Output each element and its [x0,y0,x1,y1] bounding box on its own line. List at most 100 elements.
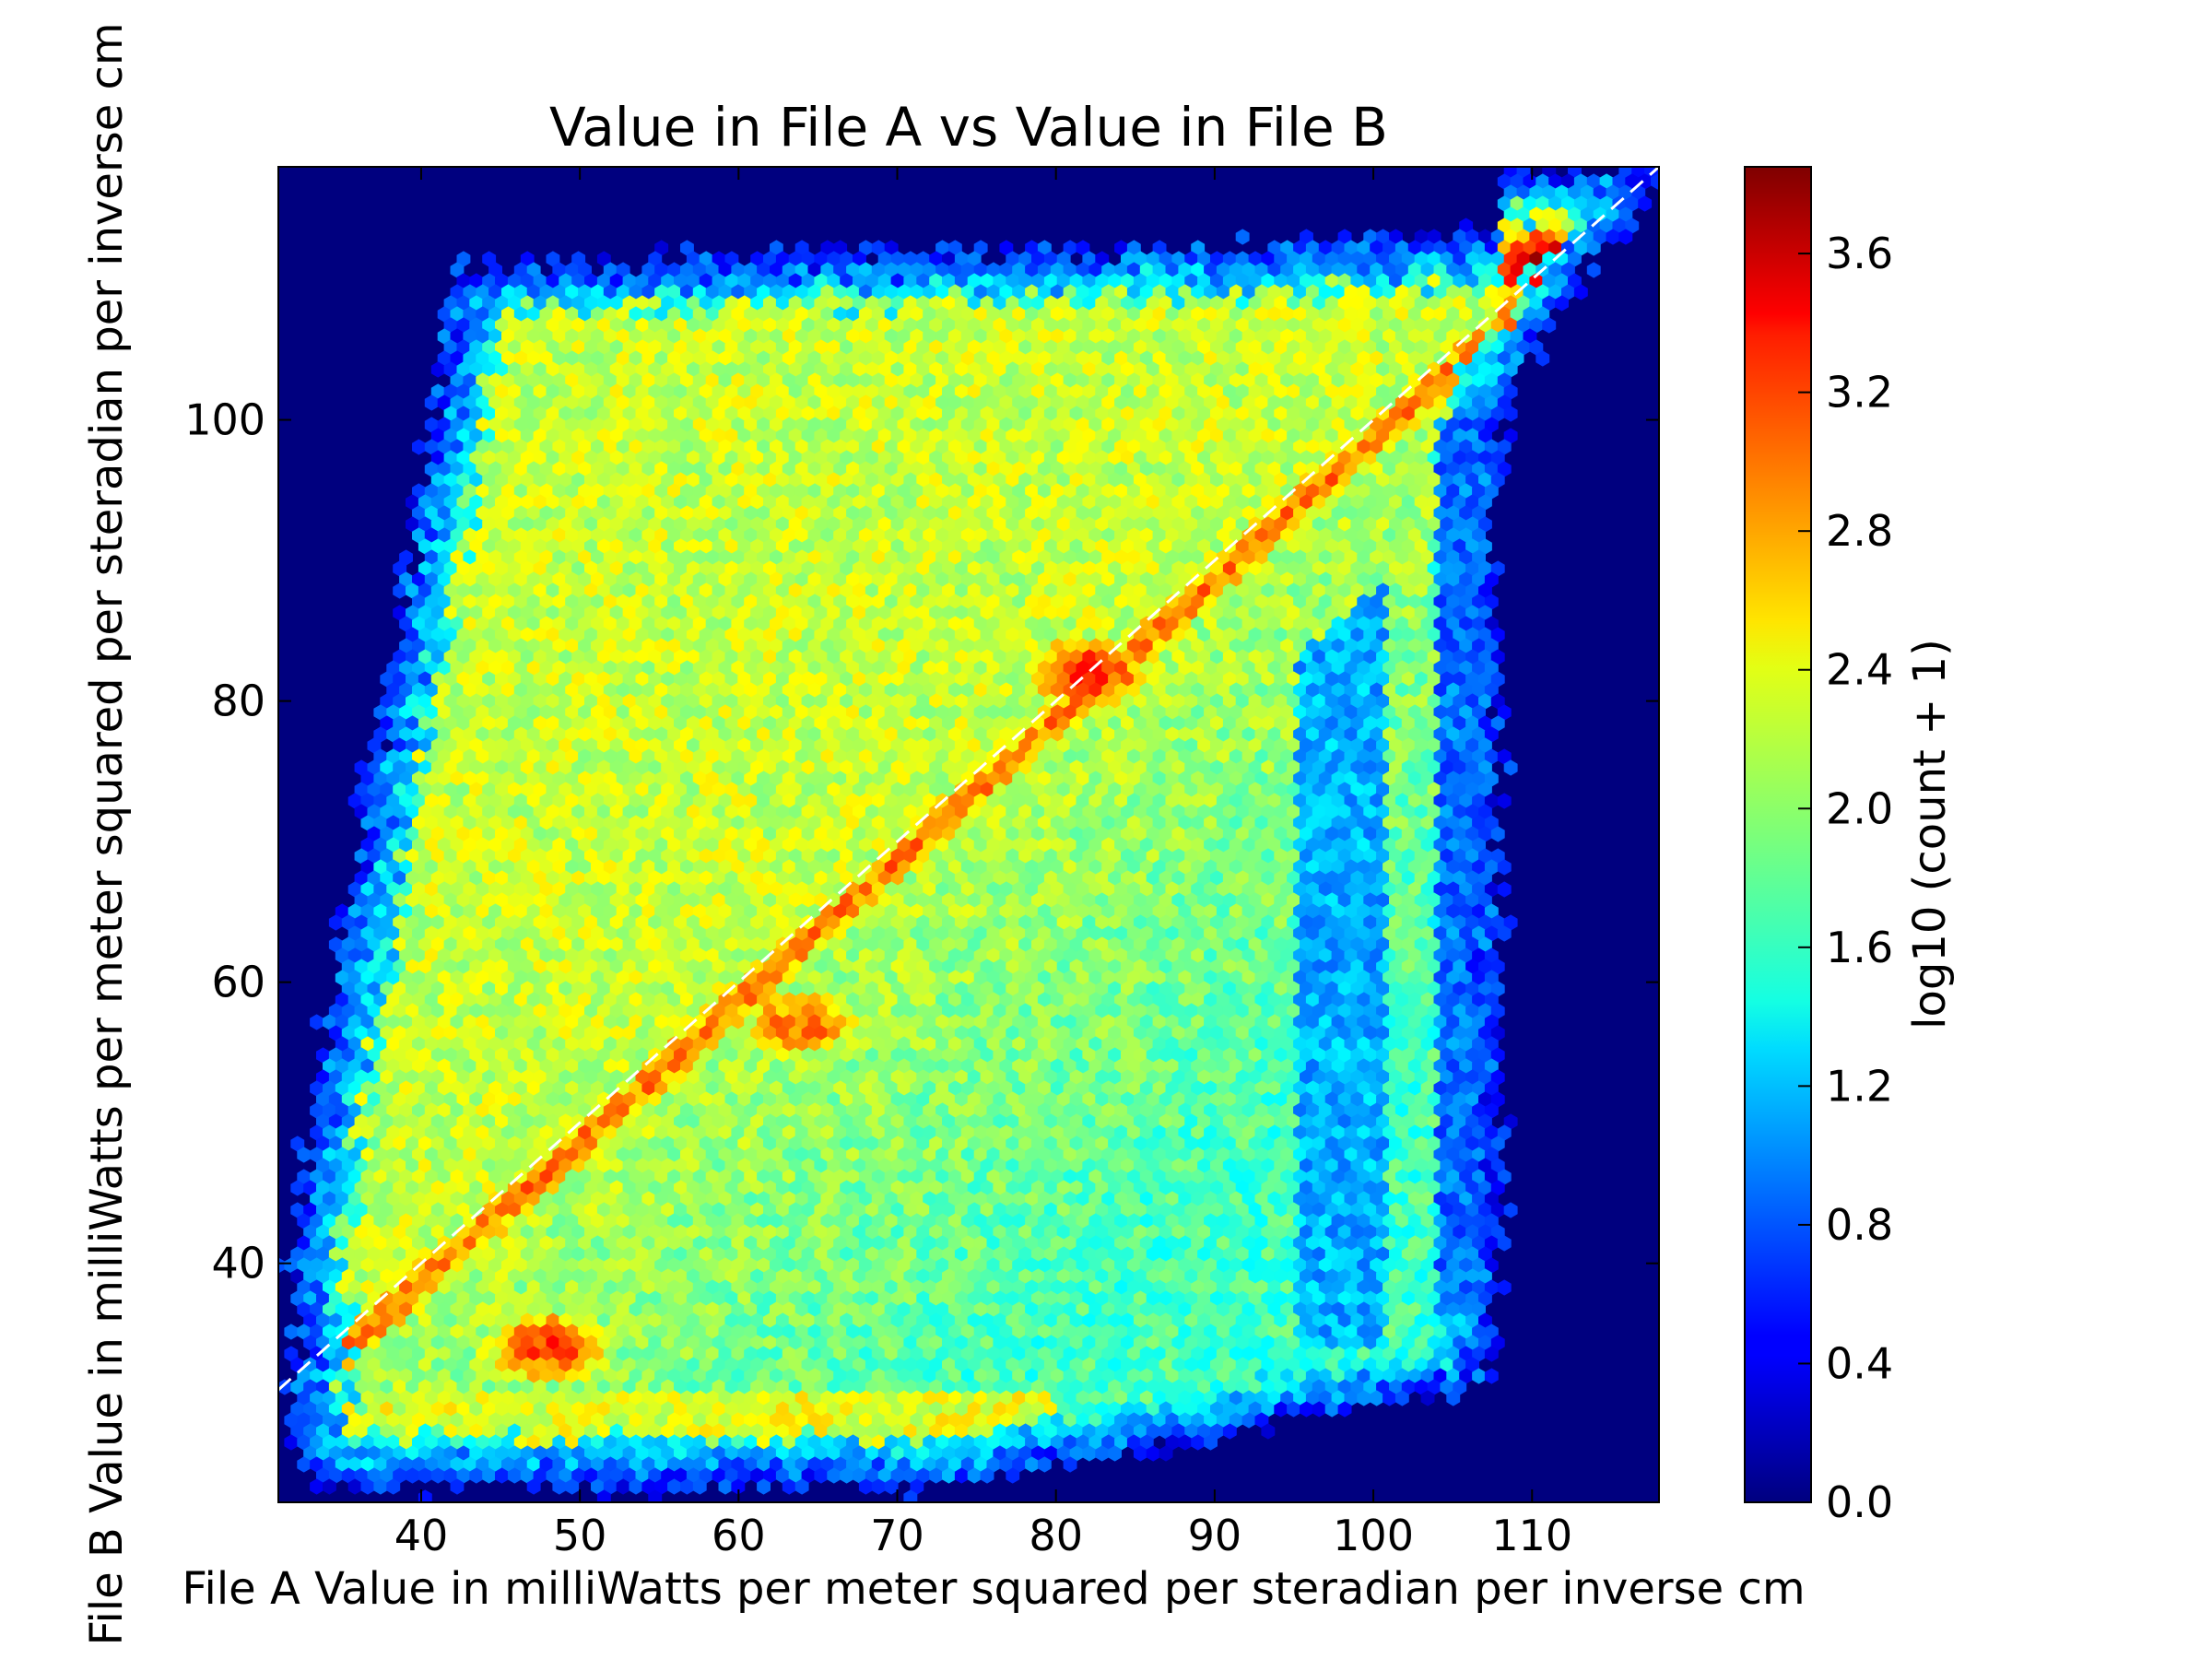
hexbin-cell [1535,218,1550,234]
hexbin-cell [1031,406,1045,422]
hexbin-cell [1453,339,1467,356]
hexbin-cell [1382,394,1396,411]
hexbin-cell [1248,317,1263,334]
hexbin-cell [1280,262,1295,278]
hexbin-cell [1420,417,1435,433]
hexbin-cell [680,306,694,323]
hexbin-cell [1114,417,1128,433]
hexbin-cell [763,406,777,422]
hexbin-cell [1370,262,1384,278]
hexbin-cell [1006,339,1020,356]
hexbin-cell [596,428,611,444]
hexbin-cell [731,417,746,433]
hexbin-cell [507,317,522,334]
hexbin-cell [622,361,637,378]
hexbin-cell [903,428,918,444]
hexbin-cell [1012,328,1027,345]
hexbin-cell [1133,251,1147,267]
hexbin-cell [973,372,988,389]
hexbin-cell [495,273,509,289]
hexbin-cell [853,428,866,444]
hexbin-cell [801,361,816,378]
hexbin-cell [827,317,841,334]
hexbin-cell [1440,339,1454,356]
hexbin-cell [903,251,918,267]
hexbin-cell [699,273,713,289]
hexbin-cell [450,328,465,345]
hexbin-cell [571,383,586,400]
hexbin-cell [1287,317,1300,334]
hexbin-cell [718,417,733,433]
hexbin-cell [935,328,949,345]
hexbin-cell [1331,306,1346,323]
hexbin-cell [1440,428,1454,444]
hexbin-cell [629,372,643,389]
hexbin-cell [1414,273,1429,289]
hexbin-cell [1222,383,1237,400]
hexbin-cell [801,251,816,267]
hexbin-cell [482,273,497,289]
hexbin-cell [1050,394,1065,411]
hexbin-cell [1191,284,1206,300]
hexbin-cell [718,262,733,278]
hexbin-cell [840,317,854,334]
hexbin-cell [794,306,809,323]
hexbin-cell [1331,240,1346,256]
hexbin-cell [1580,206,1594,223]
hexbin-cell [603,372,618,389]
hexbin-cell [1427,339,1441,356]
hexbin-cell [1503,339,1518,356]
hexbin-cell [680,328,694,345]
hexbin-cell [482,339,497,356]
hexbin-cell [686,295,700,312]
hexbin-cell [584,317,598,334]
hexbin-cell [1407,262,1422,278]
hexbin-cell [1407,328,1422,345]
hexbin-cell [450,306,465,323]
hexbin-cell [1210,339,1224,356]
hexbin-cell [801,428,816,444]
hexbin-cell [591,417,605,433]
hexbin-cell [1254,284,1269,300]
hexbin-cell [1344,372,1359,389]
hexbin-cell [1274,406,1288,422]
hexbin-cell [596,295,611,312]
hexbin-cell [1095,406,1110,422]
hexbin-cell [1586,262,1601,278]
hexbin-cell [954,339,969,356]
hexbin-cell [1197,339,1211,356]
hexbin-cell [1478,229,1492,245]
hexbin-cell [495,361,509,378]
hexbin-cell [1025,284,1039,300]
hexbin-cell [692,417,707,433]
hexbin-cell [775,295,790,312]
hexbin-cell [718,350,733,367]
hexbin-cell [705,372,720,389]
hexbin-cell [1497,394,1512,411]
hexbin-cell [846,284,860,300]
hexbin-cell [1184,339,1199,356]
hexbin-cell [1043,406,1058,422]
hexbin-cell [622,383,637,400]
hexbin-cell [858,350,873,367]
hexbin-cell [1523,240,1537,256]
hexbin-cell [1254,417,1269,433]
hexbin-cell [929,251,944,267]
hexbin-cell [718,394,733,411]
hexbin-cell [877,273,892,289]
hexbin-cell [1568,184,1582,201]
hexbin-cell [1324,273,1339,289]
hexbin-cell [437,439,452,455]
hexbin-cell [616,328,630,345]
hexbin-cell [1101,306,1116,323]
hexbin-cell [584,428,598,444]
hexbin-cell [1037,284,1052,300]
hexbin-cell [584,339,598,356]
hexbin-cell [456,361,471,378]
hexbin-cell [513,439,528,455]
hexbin-cell [858,394,873,411]
hexbin-cell [1216,284,1230,300]
hexbin-cell [853,295,866,312]
hexbin-cell [916,273,931,289]
hexbin-cell [559,383,573,400]
